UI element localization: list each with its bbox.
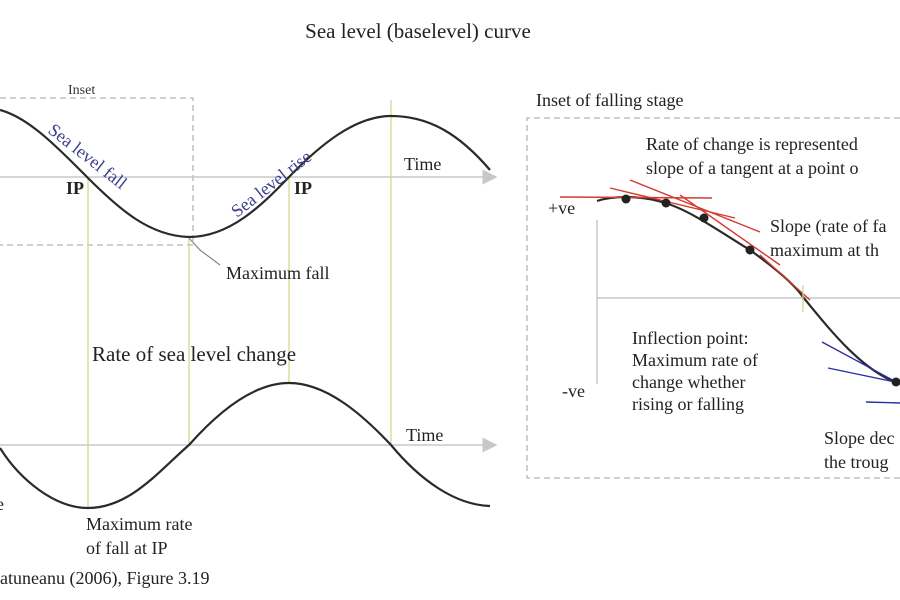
tangent-blue-3 (865, 401, 900, 404)
time-label-bottom: Time (406, 425, 443, 445)
tangent-blue-2 (827, 367, 900, 384)
inflection-line1: Inflection point: (632, 328, 748, 348)
slope-dec-line2: the troug (824, 452, 889, 472)
rate-curve (0, 381, 491, 510)
inflection-line4: rising or falling (632, 394, 744, 414)
edge-letter: e (0, 494, 4, 514)
tangent-5 (759, 254, 811, 301)
max-rate-line2: of fall at IP (86, 538, 167, 558)
slope-note-line1: Slope (rate of fa (770, 216, 886, 237)
citation: atuneanu (2006), Figure 3.19 (0, 568, 209, 589)
rate-title: Rate of sea level change (92, 342, 296, 366)
max-rate-line1: Maximum rate (86, 514, 192, 534)
right-panel: Inset of falling stage Rate of change is… (526, 90, 900, 479)
inflection-line3: change whether (632, 372, 745, 392)
curve-point-1 (621, 194, 631, 204)
tangent-4 (679, 194, 781, 266)
diagram-title: Sea level (baselevel) curve (305, 19, 531, 43)
maximum-fall-label: Maximum fall (226, 263, 329, 283)
slope-dec-line1: Slope dec (824, 428, 894, 448)
inflection-line2: Maximum rate of (632, 350, 758, 370)
inset-panel-box (526, 117, 900, 479)
rate-note-line1: Rate of change is represented (646, 134, 858, 154)
sea-level-curve (0, 108, 491, 239)
curve-point-5 (891, 377, 900, 387)
rate-note-line2: slope of a tangent at a point o (646, 158, 858, 178)
time-label-top: Time (404, 154, 441, 174)
maximum-fall-leader (188, 237, 221, 266)
tangent-2 (609, 187, 736, 219)
curve-point-3 (699, 213, 709, 223)
tangent-blue-1 (821, 341, 900, 385)
curve-point-4 (745, 245, 755, 255)
slope-note-line2: maximum at th (770, 240, 879, 260)
left-panel: Inset Time Sea level fall Sea level rise… (0, 83, 498, 589)
falling-stage-curve (596, 195, 900, 385)
curve-point-2 (661, 198, 671, 208)
inset-label: Inset (68, 83, 95, 98)
plus-ve-label: +ve (548, 198, 575, 218)
minus-ve-label: -ve (562, 381, 585, 401)
ip-right-label: IP (294, 178, 312, 198)
ip-left-label: IP (66, 178, 84, 198)
tangent-1 (559, 196, 713, 199)
inset-title: Inset of falling stage (536, 90, 683, 110)
